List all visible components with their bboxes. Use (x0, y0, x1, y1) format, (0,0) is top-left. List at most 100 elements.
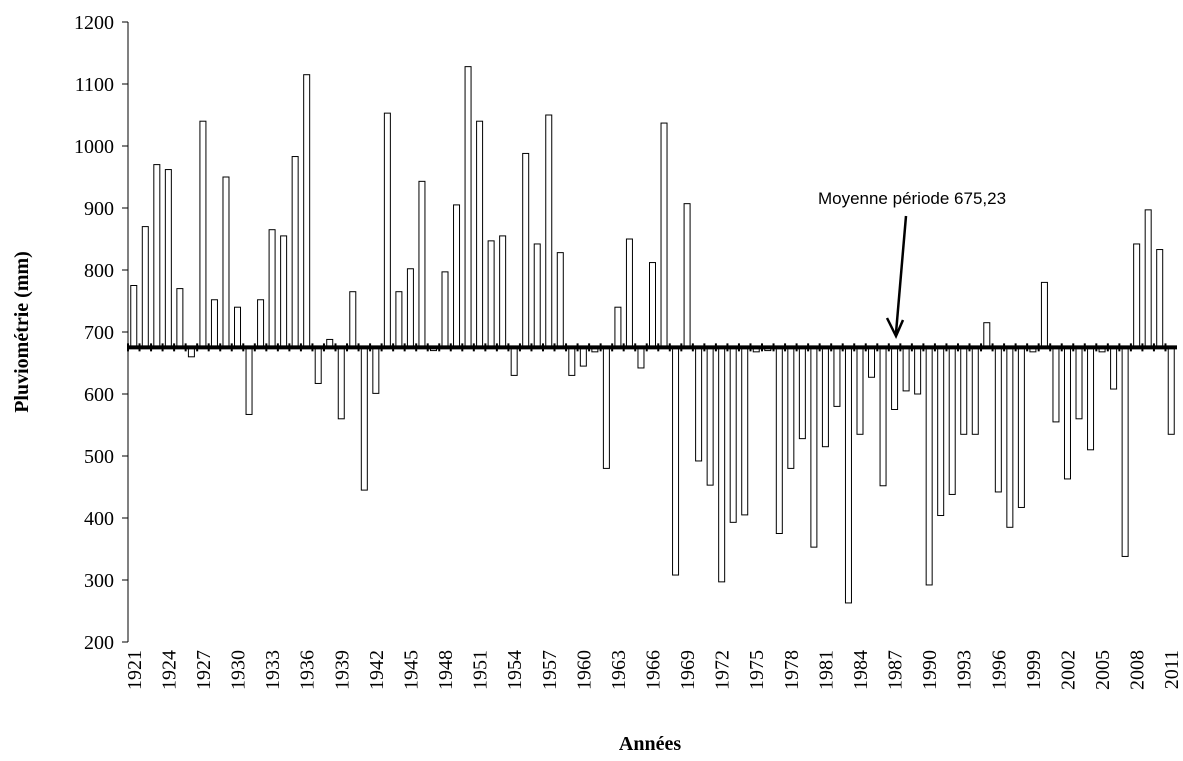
bar (971, 346, 979, 435)
y-tick-label: 1200 (74, 12, 114, 34)
y-tick-label: 200 (84, 632, 114, 654)
bar (821, 346, 829, 448)
bar (487, 240, 495, 348)
x-tick-label: 1930 (228, 650, 250, 690)
x-tick-label: 1978 (781, 650, 803, 690)
bar (579, 346, 587, 367)
bar (234, 306, 242, 348)
bar (614, 306, 622, 348)
bar (1133, 243, 1141, 348)
bar (925, 346, 933, 586)
x-tick-label: 1921 (124, 650, 146, 690)
x-tick-label: 1993 (954, 650, 976, 690)
x-tick-label: 1942 (366, 650, 388, 690)
bar (983, 322, 991, 348)
bar (441, 271, 449, 348)
y-tick-label: 1000 (74, 136, 114, 158)
bar (1063, 346, 1071, 480)
x-tick-label: 1954 (504, 650, 526, 690)
bar (499, 235, 507, 348)
x-tick-label: 1939 (331, 650, 353, 690)
x-tick-label: 1936 (297, 650, 319, 690)
bar (245, 346, 253, 415)
bar (914, 346, 922, 395)
bar (153, 164, 161, 348)
x-tick-label: 1945 (400, 650, 422, 690)
bar (418, 180, 426, 348)
bar (1075, 346, 1083, 420)
bar (637, 346, 645, 369)
bar (199, 120, 207, 348)
bar (349, 291, 357, 348)
bar (1156, 249, 1164, 348)
x-tick-label: 2005 (1092, 650, 1114, 690)
x-axis-title: Années (619, 733, 681, 755)
bar (787, 346, 795, 469)
x-tick-label: 1966 (643, 650, 665, 690)
x-tick-label: 1969 (677, 650, 699, 690)
x-tick-label: 2008 (1127, 650, 1149, 690)
bar (337, 346, 345, 420)
bar (1017, 346, 1025, 508)
x-tick-label: 1963 (608, 650, 630, 690)
bar (406, 268, 414, 348)
bar (522, 152, 530, 348)
bar (395, 291, 403, 348)
bar (1167, 346, 1175, 435)
x-tick-label: 1981 (815, 650, 837, 690)
bar (383, 112, 391, 348)
bar (164, 169, 172, 348)
x-tick-label: 1951 (470, 650, 492, 690)
bar (1110, 346, 1118, 390)
y-tick-label: 800 (84, 260, 114, 282)
bar (1144, 209, 1152, 348)
bar (960, 346, 968, 435)
bar (902, 346, 910, 392)
bar (833, 346, 841, 407)
bar (868, 346, 876, 378)
bar (649, 262, 656, 348)
x-tick-label: 1987 (885, 650, 907, 690)
bar (464, 66, 472, 348)
bar (556, 252, 564, 348)
x-tick-label: 2011 (1161, 650, 1183, 689)
x-tick-label: 1960 (573, 650, 595, 690)
bar (729, 346, 737, 523)
bar (660, 122, 668, 348)
bar (130, 285, 138, 348)
x-tick-label: 1999 (1023, 650, 1045, 690)
bar (453, 204, 461, 348)
bar (602, 346, 610, 469)
arrow-head (885, 317, 905, 339)
bar (210, 299, 218, 348)
bar (372, 346, 380, 394)
bar (268, 229, 276, 348)
bar (718, 346, 726, 583)
bar (844, 346, 852, 604)
x-tick-label: 2002 (1057, 650, 1079, 690)
bar (568, 346, 576, 376)
bar (176, 288, 184, 348)
bar (141, 226, 149, 348)
bar (994, 346, 1002, 493)
bar (672, 346, 680, 576)
y-tick-label: 700 (84, 322, 114, 344)
bar (695, 346, 703, 462)
bar (1006, 346, 1014, 528)
bar (1087, 346, 1095, 451)
x-tick-label: 1948 (435, 650, 457, 690)
bar (706, 346, 714, 486)
y-tick-label: 900 (84, 198, 114, 220)
x-tick-label: 1996 (988, 650, 1010, 690)
x-tick-label: 1927 (193, 650, 215, 690)
bar (510, 346, 518, 376)
bar (879, 346, 887, 487)
bar (476, 120, 484, 348)
x-tick-label: 1984 (850, 650, 872, 690)
y-axis-title: Pluviométrie (mm) (11, 251, 33, 413)
bar (280, 235, 288, 348)
bar (948, 346, 956, 495)
annotation-arrow (894, 215, 908, 334)
y-tick-label: 600 (84, 384, 114, 406)
x-tick-label: 1924 (158, 650, 180, 690)
